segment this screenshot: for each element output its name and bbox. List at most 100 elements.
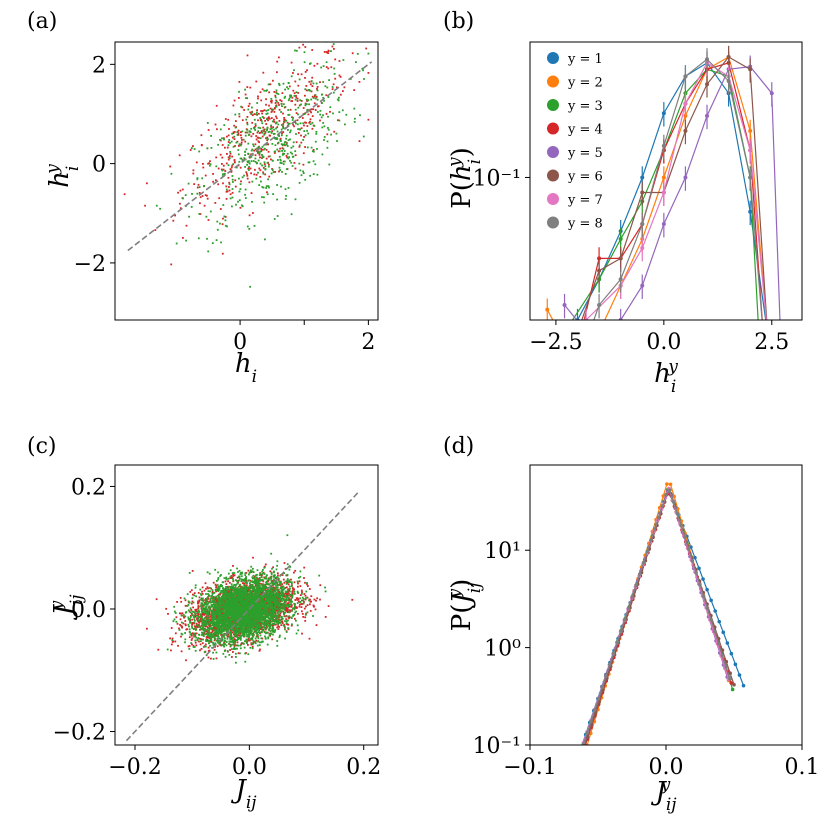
panel-a-point xyxy=(197,237,200,240)
panel-c-point xyxy=(235,587,238,590)
panel-c-point xyxy=(216,600,218,603)
legend-marker xyxy=(547,193,559,205)
panel-a-point xyxy=(259,162,262,165)
panel-a-point xyxy=(299,122,302,125)
panel-a-point xyxy=(297,92,300,94)
panel-a-point xyxy=(250,172,252,175)
panel-c-point xyxy=(189,619,191,622)
panel-c-point xyxy=(277,628,280,630)
panel-c-point xyxy=(277,579,280,581)
panel-c-point xyxy=(262,594,265,597)
panel-a-point xyxy=(286,156,288,159)
panel-c-point xyxy=(198,621,201,624)
panel-a-point xyxy=(206,147,209,150)
panel-a-point xyxy=(265,143,268,146)
panel-c-point xyxy=(225,583,228,585)
panel-a-point xyxy=(229,142,231,144)
panel-a-point xyxy=(266,118,268,121)
panel-c-point xyxy=(228,585,231,588)
panel-a-point xyxy=(237,149,240,151)
panel-c-point xyxy=(285,574,288,577)
panel-c-point xyxy=(269,620,271,623)
panel-a-point xyxy=(262,110,264,112)
panel-b-marker xyxy=(575,365,579,369)
panel-a-point xyxy=(312,173,315,175)
panel-a-point xyxy=(225,198,228,200)
panel-a-point xyxy=(258,152,261,155)
panel-c-point xyxy=(176,601,178,603)
panel-c-point xyxy=(290,578,292,581)
panel-c: −0.2 0.0 0.20.20.0−0.2 xyxy=(53,464,381,780)
panel-a-point xyxy=(284,119,286,122)
panel-c-point xyxy=(280,602,283,605)
panel-a-point xyxy=(316,89,319,92)
panel-c-point xyxy=(308,637,311,640)
panel-a-point xyxy=(362,69,364,72)
panel-c-point xyxy=(291,623,293,626)
panel-a-point xyxy=(290,95,292,97)
panel-a-point xyxy=(228,157,231,159)
panel-a-point xyxy=(215,156,218,159)
panel-c-point xyxy=(191,643,193,646)
panel-c-point xyxy=(218,605,220,607)
panel-a-point xyxy=(279,139,282,142)
panel-c-point xyxy=(202,597,204,600)
panel-a-point xyxy=(232,104,235,107)
panel-a-point xyxy=(289,131,291,134)
panel-a-point xyxy=(260,130,263,132)
panel-b-series-line xyxy=(581,56,768,320)
panel-c-point xyxy=(206,638,209,641)
panel-c-point xyxy=(227,598,230,600)
panel-a-point xyxy=(146,182,148,185)
panel-a-point xyxy=(300,127,303,130)
panel-a-y-axis-label: hiy xyxy=(43,164,83,188)
panel-c-point xyxy=(184,604,187,607)
panel-c-point xyxy=(306,604,309,606)
panel-c-point xyxy=(234,602,237,605)
panel-c-point xyxy=(247,569,250,572)
panel-a-point xyxy=(281,171,283,173)
panel-a-point xyxy=(230,166,233,169)
panel-a-point xyxy=(254,168,256,171)
panel-c-point xyxy=(180,650,183,653)
panel-c-point xyxy=(218,637,221,640)
panel-c-point xyxy=(207,623,210,625)
panel-a-point xyxy=(281,92,284,94)
panel-a-point xyxy=(272,171,275,173)
panel-c-point xyxy=(258,629,260,632)
panel-a-point xyxy=(263,109,266,112)
panel-c-point xyxy=(232,636,235,639)
panel-c-point xyxy=(171,637,174,640)
panel-c-point xyxy=(188,636,191,639)
panel-c-point xyxy=(181,612,184,615)
panel-a-point xyxy=(256,111,258,114)
panel-a-point xyxy=(310,90,313,93)
panel-c-point xyxy=(234,613,237,616)
panel-a-point xyxy=(261,146,264,148)
panel-a-point xyxy=(239,166,242,169)
panel-c-point xyxy=(255,627,258,629)
panel-c-point xyxy=(192,606,194,609)
panel-c-point xyxy=(199,628,201,631)
panel-a-point xyxy=(182,197,184,200)
panel-c-point xyxy=(268,628,270,631)
panel-c-point xyxy=(201,612,204,615)
panel-a-point xyxy=(303,124,305,127)
panel-c-point xyxy=(277,589,279,592)
panel-a-point xyxy=(263,117,265,119)
panel-a-point xyxy=(243,174,245,177)
panel-a-point xyxy=(265,187,267,189)
panel-a-point xyxy=(246,225,249,228)
panel-a-point xyxy=(279,159,282,162)
panel-a-point xyxy=(251,114,254,117)
panel-a-point xyxy=(258,141,260,144)
panel-a-point xyxy=(200,134,203,137)
panel-a-point xyxy=(274,137,276,140)
panel-c-point xyxy=(279,614,282,617)
panel-a-point xyxy=(250,160,253,162)
panel-a-point xyxy=(291,165,294,167)
panel-c-point xyxy=(207,590,210,593)
panel-a-point xyxy=(192,145,194,147)
panel-a-point xyxy=(331,88,334,90)
panel-a-point xyxy=(226,146,229,149)
